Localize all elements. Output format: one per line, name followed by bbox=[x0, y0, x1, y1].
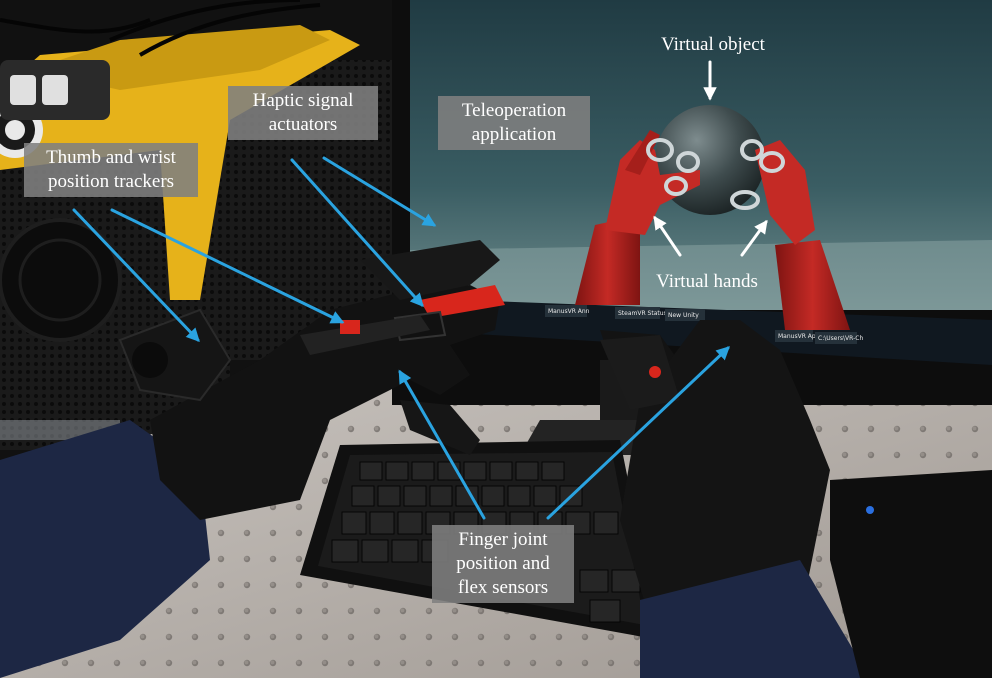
label-haptic-actuators: Haptic signal actuators bbox=[228, 86, 378, 140]
taskbar-item: ManusVR Appli bbox=[778, 333, 823, 340]
label-teleoperation-application: Teleoperation application bbox=[438, 96, 590, 150]
taskbar-item: SteamVR Status bbox=[618, 310, 667, 317]
taskbar-item: ManusVR Ann bbox=[548, 308, 590, 315]
cables bbox=[0, 0, 321, 57]
label-finger-sensors: Finger joint position and flex sensors bbox=[432, 525, 574, 603]
label-virtual-object: Virtual object bbox=[650, 33, 776, 57]
taskbar-items: ManusVR Ann SteamVR Status New Unity Man… bbox=[545, 305, 863, 344]
right-glove bbox=[600, 320, 992, 678]
taskbar-item: New Unity bbox=[668, 312, 699, 319]
arrow-haptic-1 bbox=[290, 158, 424, 308]
label-line: position trackers bbox=[47, 171, 175, 192]
arrow-virtual-hand-left bbox=[653, 215, 682, 257]
left-glove bbox=[0, 240, 505, 678]
label-line: Haptic signal bbox=[252, 90, 354, 111]
label-virtual-hands: Virtual hands bbox=[642, 270, 772, 294]
arrow-finger-2 bbox=[546, 346, 730, 520]
arrow-virtual-hand-right bbox=[740, 219, 768, 257]
label-line: Thumb and wrist bbox=[46, 147, 176, 168]
label-line: Finger joint bbox=[458, 529, 548, 550]
virtual-hand-left bbox=[575, 130, 700, 305]
label-line: application bbox=[471, 124, 557, 145]
arrow-tracker-1 bbox=[72, 208, 200, 342]
label-line: Virtual object bbox=[661, 34, 765, 55]
label-line: Teleoperation bbox=[461, 100, 567, 121]
label-line: actuators bbox=[268, 114, 338, 135]
annotation-arrows-white bbox=[653, 60, 768, 257]
taskbar-item: C:\Users\VR-Ch bbox=[818, 335, 863, 342]
label-position-trackers: Thumb and wrist position trackers bbox=[24, 143, 198, 197]
label-line: Virtual hands bbox=[656, 271, 758, 292]
label-line: flex sensors bbox=[457, 577, 549, 598]
label-line: position and bbox=[456, 553, 550, 574]
arrow-finger-1 bbox=[398, 369, 486, 520]
virtual-hand-right bbox=[730, 139, 850, 330]
arrow-tracker-2 bbox=[110, 208, 345, 324]
annotation-arrows-blue bbox=[72, 156, 730, 520]
arrow-haptic-2 bbox=[322, 156, 437, 227]
